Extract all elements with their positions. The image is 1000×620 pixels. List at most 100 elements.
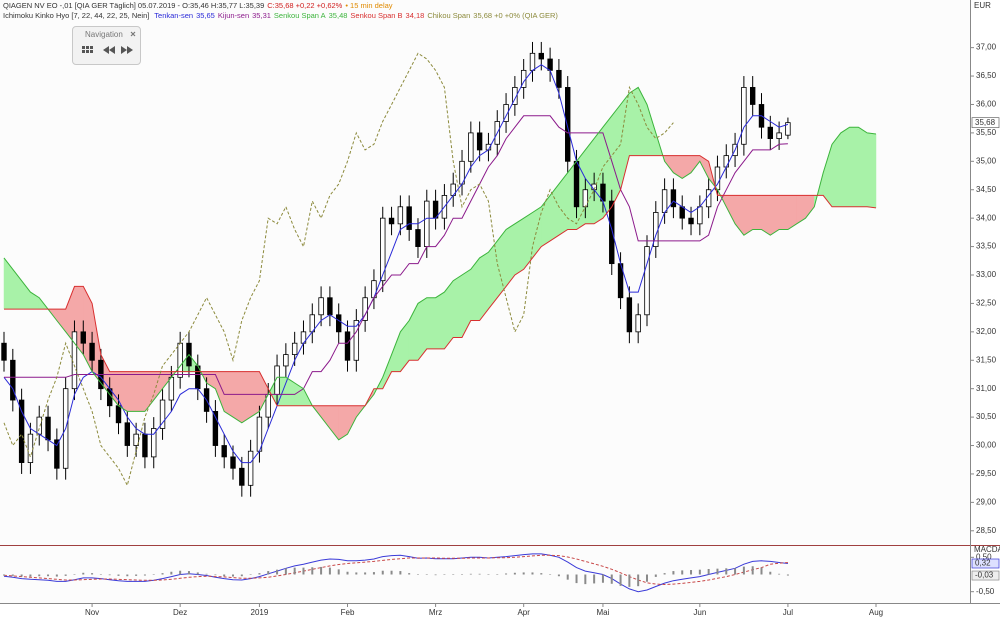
histogram-bar xyxy=(408,573,411,575)
candle-body xyxy=(247,450,254,486)
indicator-line xyxy=(4,115,788,395)
legend-name: Senkou Span B xyxy=(350,11,403,20)
grid-button[interactable] xyxy=(82,46,93,53)
cloud-segment xyxy=(593,126,604,225)
histogram-bar xyxy=(399,571,402,575)
x-tick-label: Mai xyxy=(597,608,610,617)
cloud-segment xyxy=(778,195,789,230)
value-tag-label: 0,32 xyxy=(975,559,991,568)
y-tick-label: 0,50 xyxy=(976,552,992,561)
histogram-bar xyxy=(663,573,666,575)
candle-body xyxy=(283,354,289,367)
candle-body xyxy=(80,331,86,344)
histogram-bar xyxy=(91,573,94,575)
histogram-bar xyxy=(769,571,772,575)
histogram-bar xyxy=(214,574,217,576)
y-tick-label: 36,50 xyxy=(976,71,997,80)
histogram-bar xyxy=(707,569,710,575)
back-button[interactable] xyxy=(103,46,115,54)
candle-body xyxy=(177,342,183,378)
y-tick-label: 29,00 xyxy=(976,497,997,506)
histogram-bar xyxy=(786,574,789,576)
histogram-bar xyxy=(223,574,226,577)
histogram-bar xyxy=(478,573,481,575)
cloud-segment xyxy=(858,126,868,208)
histogram-bar xyxy=(716,568,719,575)
histogram-bar xyxy=(522,572,525,575)
y-tick-label: 32,00 xyxy=(976,327,997,336)
candle-body xyxy=(115,405,122,424)
histogram-bar xyxy=(196,572,199,575)
y-unit: EUR xyxy=(974,1,991,10)
forward-button[interactable] xyxy=(121,46,133,54)
candle-body xyxy=(18,399,25,463)
histogram-bar xyxy=(320,566,323,575)
histogram-bar xyxy=(549,574,552,575)
indicator-line xyxy=(3,64,789,464)
histogram-bar xyxy=(135,574,138,576)
histogram-bar xyxy=(628,574,631,587)
cloud-segment xyxy=(426,297,436,350)
candle-body xyxy=(54,439,60,469)
histogram-bar xyxy=(566,574,569,580)
legend-name: Tenkan-sen xyxy=(154,11,194,20)
legend-name: Kijun-sen xyxy=(217,11,250,20)
close-icon[interactable] xyxy=(130,31,136,37)
candle-body xyxy=(353,320,360,361)
cloud-segment xyxy=(840,126,850,208)
cloud-segment xyxy=(629,86,639,156)
candle-body xyxy=(336,314,342,333)
histogram-bar xyxy=(364,572,367,575)
cloud-segment xyxy=(743,195,753,236)
legend-value: 35,68 +0 +0% (QIA GER) xyxy=(473,11,558,20)
candle-body xyxy=(503,104,509,122)
value-tag-label: -0,03 xyxy=(975,571,994,580)
histogram-bar xyxy=(232,574,235,577)
y-tick-label: 34,50 xyxy=(976,185,997,194)
histogram-bar xyxy=(461,574,464,575)
x-tick-label: Jul xyxy=(783,608,793,617)
candle-body xyxy=(27,433,34,463)
header-line-2: Ichimoku Kinko Hyo [7, 22, 44, 22, 25, N… xyxy=(3,11,561,20)
candle-body xyxy=(529,52,536,71)
cloud-segment xyxy=(866,132,877,209)
candle-body xyxy=(142,433,148,458)
histogram-bar xyxy=(381,570,384,575)
candle-body xyxy=(168,376,175,401)
histogram-bar xyxy=(267,571,270,575)
navigation-widget[interactable]: Navigation xyxy=(72,26,141,65)
histogram-bar xyxy=(725,568,728,575)
histogram-bar xyxy=(619,574,622,586)
y-tick-label: 35,50 xyxy=(976,128,997,137)
histogram-bar xyxy=(601,574,604,583)
candle-body xyxy=(159,399,166,429)
price-tag xyxy=(971,117,1000,129)
y-tick-label: 28,50 xyxy=(976,526,997,535)
histogram-bar xyxy=(293,567,296,575)
legend-value: 35,48 xyxy=(328,11,348,20)
histogram-bar xyxy=(64,574,67,576)
candle-body xyxy=(512,87,518,105)
histogram-bar xyxy=(170,571,173,575)
cloud-segment xyxy=(831,132,842,208)
histogram-bar xyxy=(390,570,393,575)
indicator-line xyxy=(4,155,877,407)
histogram-bar xyxy=(593,574,596,584)
cloud-segment xyxy=(232,371,243,424)
x-tick-label: Jun xyxy=(693,608,706,617)
candle-body xyxy=(291,342,298,355)
histogram-bar xyxy=(47,574,50,577)
x-tick-label: Feb xyxy=(341,608,355,617)
candle-body xyxy=(476,132,483,151)
x-tick-label: Dez xyxy=(173,608,187,617)
legend-name: Chikou Span xyxy=(427,11,471,20)
y-tick-label: 33,00 xyxy=(976,270,997,279)
candle-body xyxy=(749,87,756,105)
histogram-bar xyxy=(302,567,305,575)
candle-body xyxy=(661,189,668,213)
candle-body xyxy=(424,200,430,247)
histogram-bar xyxy=(531,572,534,575)
candle-body xyxy=(45,416,51,441)
candle-body xyxy=(10,359,16,401)
